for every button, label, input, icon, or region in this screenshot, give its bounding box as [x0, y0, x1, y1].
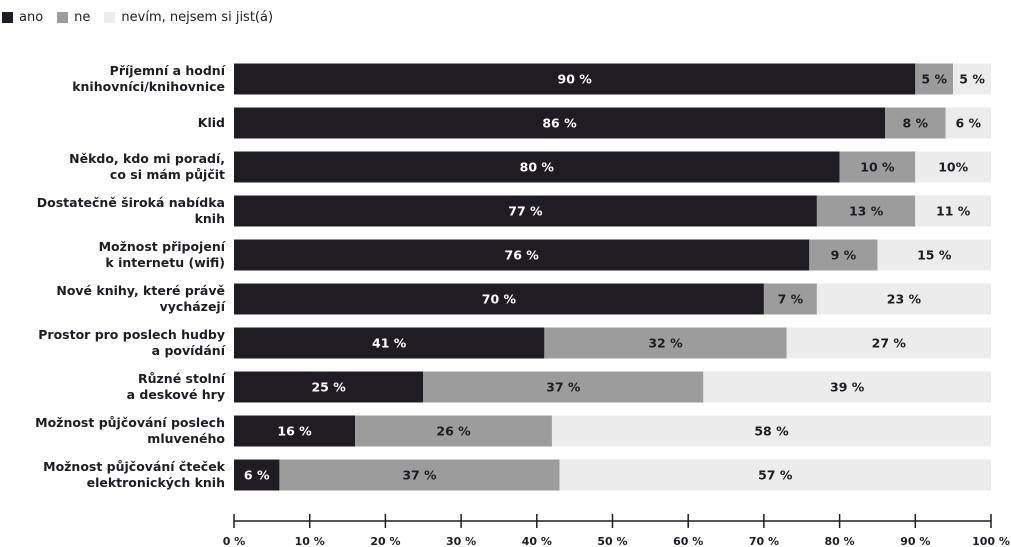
- bar-segment: [953, 63, 991, 95]
- value-label: 86 %: [542, 116, 577, 131]
- value-label: 57 %: [758, 468, 793, 483]
- x-tick-label: 90 %: [900, 535, 930, 547]
- legend-label: nevím, nejsem si jist(á): [121, 10, 274, 25]
- value-label: 80 %: [520, 160, 555, 175]
- x-tick-label: 100 %: [972, 535, 1010, 547]
- legend-label: ne: [74, 10, 91, 25]
- value-label: 25 %: [311, 380, 346, 395]
- value-label: 6 %: [956, 116, 982, 131]
- x-tick-label: 30 %: [446, 535, 476, 547]
- bar-segment: [915, 151, 991, 183]
- bar-segment: [234, 283, 764, 315]
- value-label: 32 %: [648, 336, 683, 351]
- value-label: 5 %: [921, 72, 947, 87]
- category-label: Možnost půjčování poslech mluveného: [35, 415, 225, 446]
- bar-segment: [551, 415, 991, 447]
- legend-item: nevím, nejsem si jist(á): [104, 10, 273, 25]
- legend-label: ano: [19, 10, 44, 25]
- x-tick-label: 80 %: [825, 535, 855, 547]
- bar-segment: [809, 239, 878, 271]
- x-tick-label: 10 %: [295, 535, 325, 547]
- x-tick-label: 20 %: [370, 535, 400, 547]
- bar-segment: [234, 371, 424, 403]
- bar-segment: [234, 327, 545, 359]
- value-label: 37 %: [546, 380, 581, 395]
- value-label: 16 %: [277, 424, 312, 439]
- bar-segment: [234, 63, 916, 95]
- bar-segment: [703, 371, 991, 403]
- legend: ano ne nevím, nejsem si jist(á): [2, 10, 273, 25]
- bar-segment: [839, 151, 916, 183]
- value-label: 39 %: [830, 380, 865, 395]
- value-label: 10 %: [860, 160, 895, 175]
- value-label: 13 %: [849, 204, 884, 219]
- bar-segment: [877, 239, 991, 271]
- value-label: 15 %: [917, 248, 952, 263]
- bar-segment: [234, 239, 810, 271]
- category-label: Někdo, kdo mi poradí, co si mám půjčit: [69, 151, 225, 182]
- x-tick-label: 40 %: [522, 535, 552, 547]
- bar-segment: [234, 415, 356, 447]
- value-label: 77 %: [508, 204, 543, 219]
- value-label: 70 %: [482, 292, 517, 307]
- value-label: 7 %: [778, 292, 804, 307]
- value-label: 58 %: [754, 424, 789, 439]
- bar-segment: [945, 107, 991, 139]
- legend-swatch: [2, 12, 13, 23]
- bar-segment: [915, 195, 991, 227]
- value-label: 26 %: [436, 424, 471, 439]
- category-label: Příjemní a hodní knihovníci/knihovnice: [72, 63, 225, 94]
- x-tick-label: 50 %: [597, 535, 627, 547]
- legend-swatch: [104, 12, 116, 23]
- value-label: 11 %: [936, 204, 971, 219]
- legend-swatch: [57, 12, 69, 23]
- category-label: Dostatečně široká nabídka knih: [36, 195, 225, 226]
- x-tick-label: 70 %: [749, 535, 779, 547]
- bar-segment: [816, 195, 916, 227]
- bar-segment: [763, 283, 817, 315]
- bar-segment: [423, 371, 704, 403]
- bar-segment: [279, 459, 560, 491]
- bar-segment: [786, 327, 991, 359]
- category-label: Prostor pro poslech hudby a povídání: [38, 327, 225, 358]
- category-label: Možnost připojení k internetu (wifi): [98, 239, 225, 270]
- bar-segment: [355, 415, 552, 447]
- value-label: 90 %: [558, 72, 593, 87]
- legend-item: ne: [57, 10, 90, 25]
- value-label: 10%: [938, 160, 968, 175]
- value-label: 9 %: [831, 248, 857, 263]
- bar-segment: [559, 459, 991, 491]
- bar-segment: [885, 107, 946, 139]
- x-tick-label: 0 %: [223, 535, 246, 547]
- category-label: Nové knihy, které právě vycházejí: [56, 283, 225, 314]
- bar-segment: [234, 151, 840, 183]
- value-label: 37 %: [402, 468, 437, 483]
- x-tick-label: 60 %: [673, 535, 703, 547]
- value-label: 8 %: [903, 116, 929, 131]
- bar-segment: [234, 195, 817, 227]
- value-label: 5 %: [959, 72, 985, 87]
- bar-segment: [234, 459, 280, 491]
- value-label: 41 %: [372, 336, 407, 351]
- bar-segment: [544, 327, 787, 359]
- value-label: 6 %: [244, 468, 270, 483]
- category-label: Možnost půjčování čteček elektronických …: [43, 459, 225, 490]
- bar-segment: [234, 107, 886, 139]
- category-label: Klid: [197, 115, 225, 130]
- bar-segment: [915, 63, 954, 95]
- category-label: Různé stolní a deskové hry: [126, 371, 225, 402]
- value-label: 23 %: [887, 292, 922, 307]
- value-label: 76 %: [505, 248, 540, 263]
- value-label: 27 %: [872, 336, 907, 351]
- bar-segment: [816, 283, 991, 315]
- legend-item: ano: [2, 10, 43, 25]
